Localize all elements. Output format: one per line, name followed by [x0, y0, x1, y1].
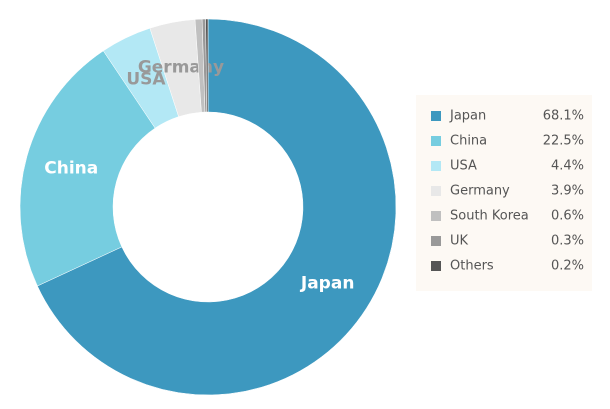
legend-label: USA — [450, 159, 477, 174]
legend-label: South Korea — [450, 209, 529, 224]
legend-label: Japan — [449, 109, 486, 124]
legend-value: 3.9% — [551, 184, 584, 199]
legend-value: 4.4% — [551, 159, 584, 174]
slice-label: Germany — [138, 58, 224, 78]
slice — [37, 18, 397, 396]
legend-swatch — [431, 236, 441, 246]
legend-label: Others — [450, 259, 494, 274]
legend-swatch — [431, 186, 441, 196]
slice — [19, 50, 156, 287]
legend-value: 68.1% — [543, 109, 584, 124]
legend-swatch — [431, 211, 441, 221]
legend-swatch — [431, 161, 441, 171]
legend-swatch — [431, 136, 441, 146]
slice-label: USA — [126, 69, 166, 89]
slice-label: Japan — [300, 273, 355, 293]
legend-swatch — [431, 111, 441, 121]
legend-label: Germany — [450, 184, 510, 199]
slice — [205, 18, 209, 113]
legend-label: China — [450, 134, 487, 149]
legend-value: 22.5% — [543, 134, 584, 149]
legend-value: 0.2% — [551, 259, 584, 274]
legend-value: 0.6% — [551, 209, 584, 224]
legend-label: UK — [450, 234, 469, 249]
slice-label: China — [44, 159, 98, 179]
legend-box — [416, 95, 592, 291]
legend-value: 0.3% — [551, 234, 584, 249]
legend-swatch — [431, 261, 441, 271]
